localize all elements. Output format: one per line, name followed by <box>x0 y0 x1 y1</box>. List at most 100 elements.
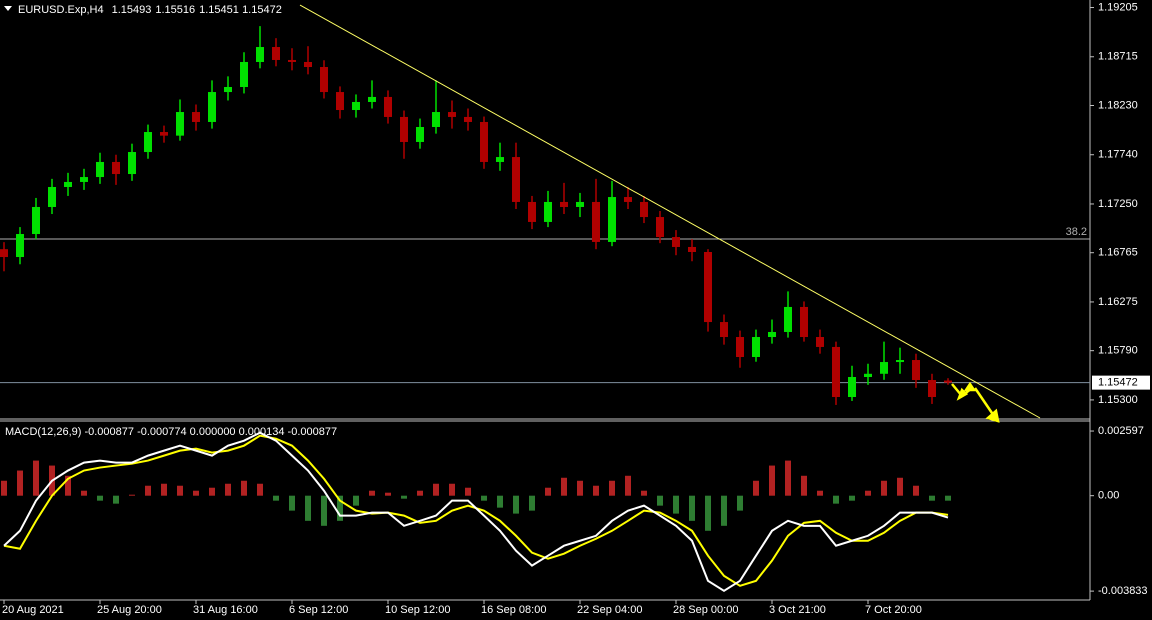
candle-body <box>752 337 760 358</box>
histogram-bar <box>321 495 327 526</box>
x-tick-label: 31 Aug 16:00 <box>193 604 258 616</box>
trendline <box>299 4 1041 419</box>
histogram-bar <box>273 495 279 501</box>
candle-body <box>896 360 904 363</box>
y-tick-label: 1.18715 <box>1098 51 1138 63</box>
x-tick-label: 16 Sep 08:00 <box>481 604 546 616</box>
histogram-bar <box>465 487 471 496</box>
candle-body <box>96 161 104 178</box>
candle-body <box>176 112 184 136</box>
histogram-bar <box>241 480 247 496</box>
histogram-bar <box>577 480 583 496</box>
symbol: EURUSD.Exp,H4 <box>18 4 104 16</box>
y-tick-label: 0.002597 <box>1098 425 1144 437</box>
histogram-bar <box>753 480 759 496</box>
candle-body <box>144 132 152 153</box>
histogram-bar <box>673 495 679 514</box>
x-tick-label: 22 Sep 04:00 <box>577 604 642 616</box>
histogram-bar <box>369 490 375 496</box>
candle-body <box>320 67 328 93</box>
histogram-bar <box>385 492 391 496</box>
candle-body <box>432 112 440 128</box>
histogram-bar <box>257 483 263 496</box>
histogram-bar <box>177 485 183 496</box>
candle-body <box>928 380 936 397</box>
histogram-bar <box>513 495 519 514</box>
bid-price-box <box>1092 375 1150 390</box>
candle-body <box>720 322 728 338</box>
candle-body <box>448 112 456 117</box>
histogram-bar <box>289 495 295 511</box>
histogram-bar <box>433 483 439 496</box>
x-tick-label: 28 Sep 00:00 <box>673 604 738 616</box>
histogram-bar <box>913 485 919 496</box>
histogram-bar <box>609 480 615 496</box>
candle-body <box>80 177 88 182</box>
y-tick-label: 1.16275 <box>1098 296 1138 308</box>
y-tick-label: 1.15790 <box>1098 345 1138 357</box>
candle-body <box>832 346 840 397</box>
candle-body <box>944 380 952 383</box>
ohlc-low: 1.15451 <box>199 4 239 16</box>
arrow-head <box>956 387 969 401</box>
histogram-bar <box>641 490 647 496</box>
candle-body <box>224 87 232 93</box>
y-tick-label: 1.19205 <box>1098 1 1138 13</box>
y-tick-label: 1.16765 <box>1098 247 1138 259</box>
histogram-bar <box>689 495 695 521</box>
candle-body <box>160 132 168 136</box>
candle-body <box>912 360 920 381</box>
candle-body <box>336 92 344 111</box>
histogram-bar <box>801 475 807 496</box>
candle-body <box>624 197 632 202</box>
x-tick-label: 3 Oct 21:00 <box>769 604 826 616</box>
x-tick-label: 20 Aug 2021 <box>2 604 64 616</box>
candle-body <box>736 337 744 358</box>
candle-body <box>528 201 536 222</box>
hand-drawn-arrows <box>951 381 1000 423</box>
histogram-bar <box>833 495 839 504</box>
candle-body <box>656 217 664 238</box>
candle-body <box>288 59 296 62</box>
ohlc-high: 1.15516 <box>155 4 195 16</box>
histogram-bar <box>209 487 215 496</box>
plot-area: 38.2 <box>0 4 1090 592</box>
candle-body <box>576 201 584 207</box>
arrow-head <box>963 381 977 392</box>
candle-body <box>352 101 360 111</box>
arrow-head <box>985 408 1000 423</box>
histogram-bar <box>145 485 151 496</box>
candle-body <box>880 362 888 374</box>
histogram-bar <box>593 485 599 496</box>
candle-body <box>512 157 520 202</box>
candle-body <box>256 47 264 62</box>
histogram-bar <box>337 495 343 521</box>
x-tick-label: 25 Aug 20:00 <box>97 604 162 616</box>
y-tick-label: 1.15300 <box>1098 394 1138 406</box>
histogram-bar <box>401 495 407 499</box>
candle-body <box>0 249 8 258</box>
y-tick-label: 0.00 <box>1098 490 1119 502</box>
menu-arrow[interactable] <box>4 6 12 11</box>
histogram-bar <box>417 490 423 496</box>
candle-body <box>16 234 24 258</box>
histogram-bar <box>769 465 775 496</box>
histogram-bar <box>657 495 663 506</box>
histogram-bar <box>481 495 487 501</box>
candle-body <box>816 337 824 347</box>
candle-body <box>704 252 712 323</box>
candle-body <box>768 331 776 338</box>
bid-price-label: 1.15472 <box>1098 377 1138 389</box>
arrow-sketch <box>973 387 996 417</box>
histogram-bar <box>113 495 119 504</box>
histogram-bar <box>161 483 167 496</box>
histogram-bar <box>561 477 567 496</box>
indicator-header: MACD(12,26,9) -0.000877 -0.000774 0.0000… <box>5 426 337 438</box>
histogram-bar <box>33 460 39 496</box>
candle-body <box>112 161 120 175</box>
x-tick-label: 7 Oct 20:00 <box>865 604 922 616</box>
ohlc-open: 1.15493 <box>112 4 152 16</box>
y-tick-label: 1.17250 <box>1098 198 1138 210</box>
candle-body <box>128 152 136 175</box>
candle-body <box>688 246 696 253</box>
